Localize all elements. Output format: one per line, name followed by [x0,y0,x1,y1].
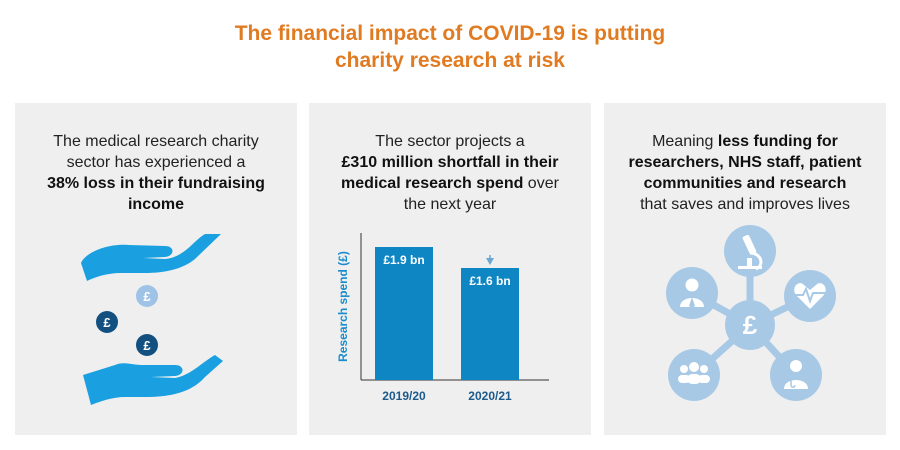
funding-network-diagram: £ [666,225,836,401]
pound-coin-icon: £ [136,285,158,307]
giving-hand-icon [81,234,221,281]
coin-2-symbol: £ [103,315,111,330]
x-tick-label: 2019/20 [382,389,426,403]
p3-line-2: researchers, NHS staff, patient [628,154,862,171]
microscope-icon [724,225,776,277]
decline-arrow-icon [486,255,494,265]
infographic-title: The financial impact of COVID-19 is putt… [0,20,900,74]
bar-value-label: £1.6 bn [469,274,510,288]
p3-line-4: that saves and improves lives [640,196,850,213]
research-spend-panel: The sector projects a £310 million short… [309,103,591,435]
title-line-1: The financial impact of COVID-19 is putt… [234,22,666,45]
community-group-icon [668,349,720,401]
p1-line-1: The medical research charity [53,133,259,150]
bar-value-label: £1.9 bn [383,253,424,267]
receiving-hand-icon [83,355,223,405]
coin-1-symbol: £ [143,289,151,304]
hands-coins-illustration: £ £ £ [81,234,223,405]
heart-monitor-icon [784,270,836,322]
research-spend-text: The sector projects a £310 million short… [319,131,581,215]
coin-3-symbol: £ [143,338,151,353]
p2-line-3: medical research spend over [319,173,581,194]
p1-line-3: 38% loss in their fundraising [47,175,265,192]
doctor-icon [770,349,822,401]
fundraising-loss-panel: The medical research charity sector has … [15,103,297,435]
y-axis-title: Research spend (£) [336,251,350,362]
p2-line-3-rest: over [523,175,559,192]
pound-coin-icon: £ [96,311,118,333]
p2-line-1: The sector projects a [375,133,525,150]
p2-line-3-bold: medical research spend [341,175,524,192]
p3-line-3: communities and research [643,175,847,192]
bar-2020/21 [461,268,519,380]
hub-symbol: £ [743,310,758,340]
p3-line-1-bold: less funding for [717,133,838,150]
impact-panel: Meaning less funding for researchers, NH… [604,103,886,435]
pound-coin-icon: £ [136,334,158,356]
x-tick-label: 2020/21 [468,389,512,403]
p2-line-2: £310 million shortfall in their [341,154,559,171]
pound-hub-icon: £ [725,300,775,350]
p2-line-4: the next year [403,196,497,213]
p3-line-1-plain: Meaning [652,133,718,150]
impact-text: Meaning less funding for researchers, NH… [614,131,876,215]
p1-line-2: sector has experienced a [66,154,246,171]
research-spend-chart: Research spend (£) £1.9 bn 2019/20 £1.6 bn… [336,233,549,403]
p1-line-4: income [127,196,184,213]
bar-2019/20 [375,247,433,380]
title-line-2: charity research at risk [335,49,565,72]
researcher-icon [666,267,718,319]
fundraising-loss-text: The medical research charity sector has … [25,131,287,215]
p3-line-1: Meaning less funding for [614,131,876,152]
